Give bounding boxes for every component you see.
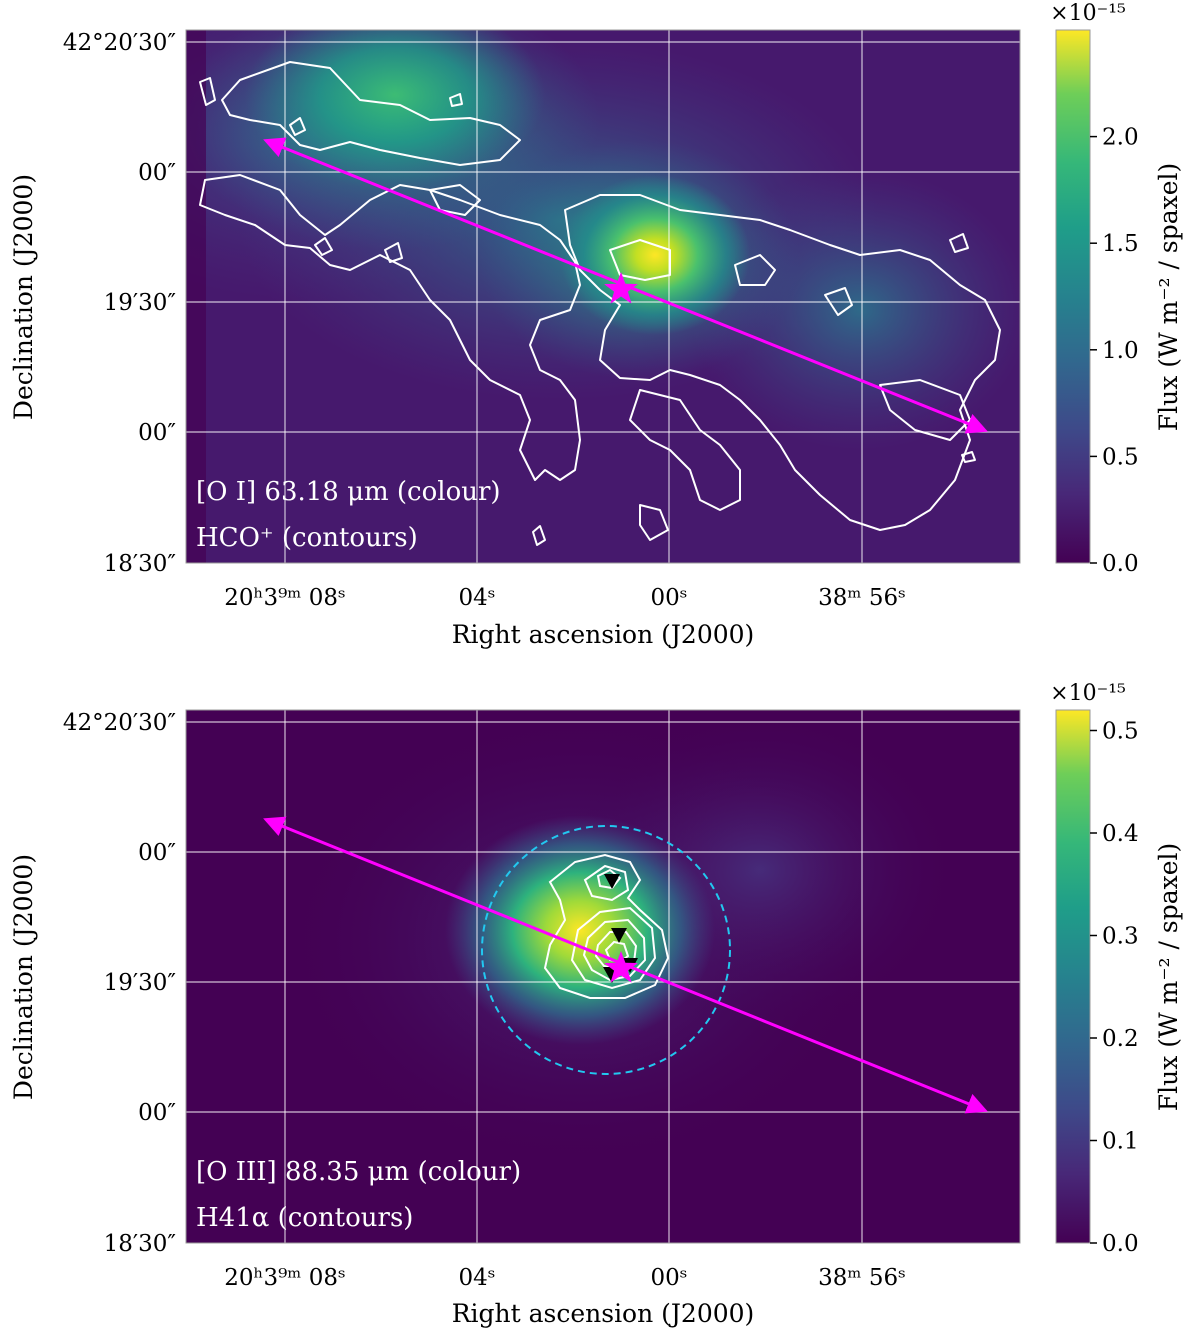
panel-1-x-tick-1: 04ˢ [458,585,495,611]
panel-2-colorbar-ticks: 0.0 0.1 0.2 0.3 0.4 0.5 [1090,719,1139,1257]
panel-2-colorbar-label: Flux (W m⁻² / spaxel) [1154,843,1183,1112]
panel-2-x-axis-label: Right ascension (J2000) [452,1299,755,1328]
panel-1-y-tick-0: 42°20′30″ [63,30,177,56]
colorbar-tick-label: 2.0 [1102,125,1139,151]
panel-2-star-marker [604,951,638,983]
colorbar-tick-label: 0.4 [1102,821,1139,847]
panel-1-y-tick-1: 00″ [138,160,176,186]
colorbar-tick-label: 0.5 [1102,719,1139,745]
panel-1-y-tick-2: 19′30″ [104,290,177,316]
panel-2: [O III] 88.35 μm (colour) H41α (contours… [9,681,1183,1328]
panel-1-colorbar-label: Flux (W m⁻² / spaxel) [1154,163,1183,432]
panel-2-y-tick-1: 00″ [138,840,176,866]
panel-2-y-tick-4: 18′30″ [104,1231,177,1257]
panel-2-x-tick-3: 38ᵐ 56ˢ [818,1265,906,1291]
colorbar-tick-label: 0.0 [1102,1231,1139,1257]
panel-2-y-tick-2: 19′30″ [104,970,177,996]
panel-2-y-ticks: 42°20′30″ 00″ 19′30″ 00″ 18′30″ [63,710,177,1257]
panel-1-x-axis-label: Right ascension (J2000) [452,620,755,649]
panel-2-y-axis-label: Declination (J2000) [9,854,38,1100]
panel-2-x-ticks: 20ʰ3⁹ᵐ 08ˢ 04ˢ 00ˢ 38ᵐ 56ˢ [224,1265,906,1291]
panel-1-annotation-line-1: [O I] 63.18 μm (colour) [196,477,501,507]
panel-1-colorbar-ticks: 0.0 0.5 1.0 1.5 2.0 [1090,125,1139,577]
panel-2-y-tick-3: 00″ [138,1100,176,1126]
panel-1-colorbar-exponent: ×10⁻¹⁵ [1050,1,1126,26]
panel-2-annotation-line-2: H41α (contours) [196,1203,413,1233]
panel-1-colorbar-bar [1055,29,1091,564]
panel-1-colorbar: 0.0 0.5 1.0 1.5 2.0 ×10⁻¹⁵ Flux (W m⁻² / spa… [1050,1,1183,577]
panel-1-y-tick-3: 00″ [138,420,176,446]
panel-2-colorbar-bar [1055,709,1091,1244]
colorbar-tick-label: 0.2 [1102,1026,1139,1052]
colorbar-tick-label: 1.0 [1102,338,1139,364]
panel-1-x-tick-0: 20ʰ3⁹ᵐ 08ˢ [224,585,346,611]
panel-2-x-tick-0: 20ʰ3⁹ᵐ 08ˢ [224,1265,346,1291]
colorbar-tick-label: 0.0 [1102,551,1139,577]
panel-2-x-tick-1: 04ˢ [458,1265,495,1291]
panel-1: [O I] 63.18 μm (colour) HCO⁺ (contours) … [9,1,1183,649]
panel-2-x-tick-2: 00ˢ [650,1265,687,1291]
panel-1-frame [185,29,1021,564]
panel-1-annotation-line-2: HCO⁺ (contours) [196,523,418,553]
panel-1-annotation: [O I] 63.18 μm (colour) HCO⁺ (contours) [196,477,501,553]
colorbar-tick-label: 0.1 [1102,1129,1139,1155]
panel-2-frame [185,709,1021,1244]
panel-1-y-axis-label: Declination (J2000) [9,174,38,420]
panel-1-x-tick-2: 00ˢ [650,585,687,611]
colorbar-tick-label: 0.3 [1102,924,1139,950]
colorbar-tick-label: 0.5 [1102,444,1139,470]
colorbar-tick-label: 1.5 [1102,231,1139,257]
panel-1-x-ticks: 20ʰ3⁹ᵐ 08ˢ 04ˢ 00ˢ 38ᵐ 56ˢ [224,585,906,611]
panel-1-y-tick-4: 18′30″ [104,551,177,577]
panel-1-y-ticks: 42°20′30″ 00″ 19′30″ 00″ 18′30″ [63,30,177,577]
panel-2-colorbar-exponent: ×10⁻¹⁵ [1050,681,1126,706]
panel-1-star-marker [604,272,638,304]
panel-1-x-tick-3: 38ᵐ 56ˢ [818,585,906,611]
panel-2-annotation: [O III] 88.35 μm (colour) H41α (contours… [196,1157,521,1233]
panel-2-y-tick-0: 42°20′30″ [63,710,177,736]
panel-2-annotation-line-1: [O III] 88.35 μm (colour) [196,1157,521,1187]
panel-2-colorbar: 0.0 0.1 0.2 0.3 0.4 0.5 ×10⁻¹⁵ Flux (W m⁻² / … [1050,681,1183,1257]
